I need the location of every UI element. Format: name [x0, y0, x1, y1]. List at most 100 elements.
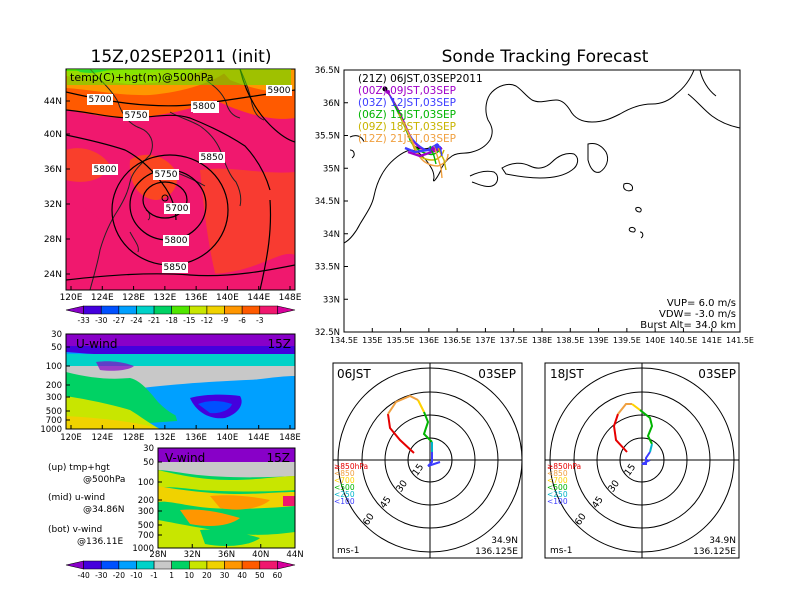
colorbar-swatch: [259, 305, 278, 315]
pressure-legend-item: <700: [547, 476, 568, 485]
map-lat-axis: 36.5N 36N 35.5N 35N 34.5N 34N 33.5N 33N 32.5N: [315, 66, 348, 338]
u-wind-time: 15Z: [268, 337, 292, 351]
lon-tick-label: 144E: [248, 433, 270, 443]
contour-label: 5800: [193, 102, 216, 112]
lat-tick-label: 34.5N: [315, 197, 340, 207]
colorbar-swatch: [259, 560, 278, 570]
hodograph-left: 06JST 03SEP ms-1 34.9N 136.125E 15304560…: [332, 362, 523, 559]
launch-time-label: (06Z) 15JST,03SEP: [358, 109, 456, 121]
pressure-legend-item: ≥850hPa: [334, 462, 368, 471]
contour-label-bg: [191, 101, 217, 112]
lat-tick-label: 36.5N: [315, 66, 340, 76]
colorbar-swatch: [100, 560, 120, 570]
lat-tick-label: 33N: [323, 295, 340, 305]
colorbar-label: -30: [95, 316, 107, 325]
launch-time-label: (21Z) 06JST,03SEP2011: [358, 73, 483, 85]
h2-date: 03SEP: [698, 367, 736, 381]
h2-unit: ms-1: [550, 546, 572, 556]
v-wind-label: V-wind: [165, 451, 205, 465]
lon-tick-label: 139.5E: [613, 336, 641, 345]
pressure-legend-item: <250: [334, 490, 355, 499]
lat-tick-label: 24N: [44, 270, 62, 280]
pressure-legend-item: <250: [547, 490, 568, 499]
colorbar-swatch: [83, 560, 102, 570]
pressure-tick-label: 50: [51, 343, 62, 353]
lat-tick-label: 40N: [252, 550, 269, 560]
colorbar-label: -10: [130, 571, 142, 580]
map-lon-axis: 134.5E 135E 135.5E 136E 136.5E 137E 137.5E 138E…: [330, 328, 754, 345]
note-bot-a: (bot) v-wind: [48, 525, 102, 535]
colorbar-swatch: [206, 560, 225, 570]
contour-label-bg: [92, 164, 118, 175]
colorbar-label: 20: [202, 571, 212, 580]
colorbar-swatch: [189, 560, 208, 570]
lon-tick-label: 140.5E: [669, 336, 697, 345]
colorbar-swatch: [153, 305, 172, 315]
lat-tick-label: 36N: [323, 99, 340, 109]
temp-colorbar: -33 -30 -27 -24 -21 -18 -15 -12 -9 -6 -3: [65, 305, 296, 325]
h2-time: 18JST: [550, 367, 584, 381]
colorbar-swatch: [189, 305, 208, 315]
lon-tick-label: 136E: [185, 433, 207, 443]
colorbar-label: -1: [150, 571, 158, 580]
colorbar-label: -27: [113, 316, 125, 325]
lat-axis: 44N 40N 36N 32N 28N 24N: [44, 97, 70, 280]
lat-tick-label: 36N: [218, 550, 235, 560]
lon-tick-label: 135.5E: [387, 336, 415, 345]
colorbar-label: -20: [113, 571, 125, 580]
hodograph-right: 18JST 03SEP ms-1 34.9N 136.125E 15304560…: [544, 362, 740, 559]
lon-tick-label: 138E: [532, 336, 552, 345]
colorbar-swatch: [241, 305, 261, 315]
lat-tick-label: 34N: [323, 230, 340, 240]
h1-unit: ms-1: [337, 546, 359, 556]
pressure-tick-label: 1000: [132, 544, 154, 554]
pressure-tick-label: 200: [46, 381, 62, 391]
launch-time-label: (00Z) 09JST,03SEP: [358, 85, 456, 97]
vdw-text: VDW= -3.0 m/s: [659, 309, 736, 320]
colorbar-label: -12: [201, 316, 213, 325]
wind-colorbar: -40 -30 -20 -10 -1 1 10 20 30 40 50 60: [65, 560, 296, 580]
lon-tick-label: 137.5E: [500, 336, 528, 345]
h1-pressure-legend: ≥850hPa<850<700<500<250<100: [334, 462, 368, 506]
lon-tick-label: 144E: [247, 293, 270, 303]
pressure-tick-label: 300: [46, 393, 62, 403]
pressure-tick-label: 1000: [40, 425, 62, 435]
lat-tick-label: 32.5N: [315, 328, 340, 338]
lon-tick-label: 148E: [279, 293, 302, 303]
contour-label-bg: [87, 94, 113, 105]
contour-labels: 5700 5750 5800 5900 5800 5850 5750 5700 5800 5850…: [87, 85, 292, 273]
lon-tick-label: 128E: [122, 293, 145, 303]
v-lat-axis: 28N 32N 36N 40N 44N: [149, 544, 304, 560]
colorbar-swatch: [241, 560, 261, 570]
colorbar-swatch: [277, 560, 296, 570]
colorbar-swatch: [224, 305, 243, 315]
colorbar-swatch: [136, 560, 155, 570]
contour-label-bg: [153, 169, 179, 180]
colorbar-label: -21: [148, 316, 160, 325]
lat-tick-label: 44N: [286, 550, 303, 560]
lon-tick-label: 138.5E: [556, 336, 584, 345]
pressure-tick-label: 700: [46, 416, 62, 426]
pressure-legend-item: <100: [334, 497, 355, 506]
colorbar-swatch: [171, 560, 190, 570]
h1-time: 06JST: [337, 367, 371, 381]
contour-label: 5700: [166, 204, 189, 214]
h1-lon: 136.125E: [475, 547, 518, 557]
h2-pressure-legend: ≥850hPa<850<700<500<250<100: [547, 462, 581, 506]
colorbar-label: -3: [256, 316, 264, 325]
contour-label: 5750: [125, 111, 148, 121]
lon-tick-label: 141E: [702, 336, 722, 345]
lon-tick-label: 132E: [153, 293, 176, 303]
lon-tick-label: 134.5E: [330, 336, 358, 345]
colorbar-swatch: [224, 560, 243, 570]
vup-text: VUP= 6.0 m/s: [667, 298, 736, 309]
lon-tick-label: 120E: [60, 433, 82, 443]
pressure-tick-label: 30: [51, 330, 62, 340]
colorbar-swatch: [118, 560, 137, 570]
launch-time-label: (03Z) 12JST,03SEP: [358, 97, 456, 109]
h2-lat: 34.9N: [709, 536, 736, 546]
pressure-legend-item: <700: [334, 476, 355, 485]
